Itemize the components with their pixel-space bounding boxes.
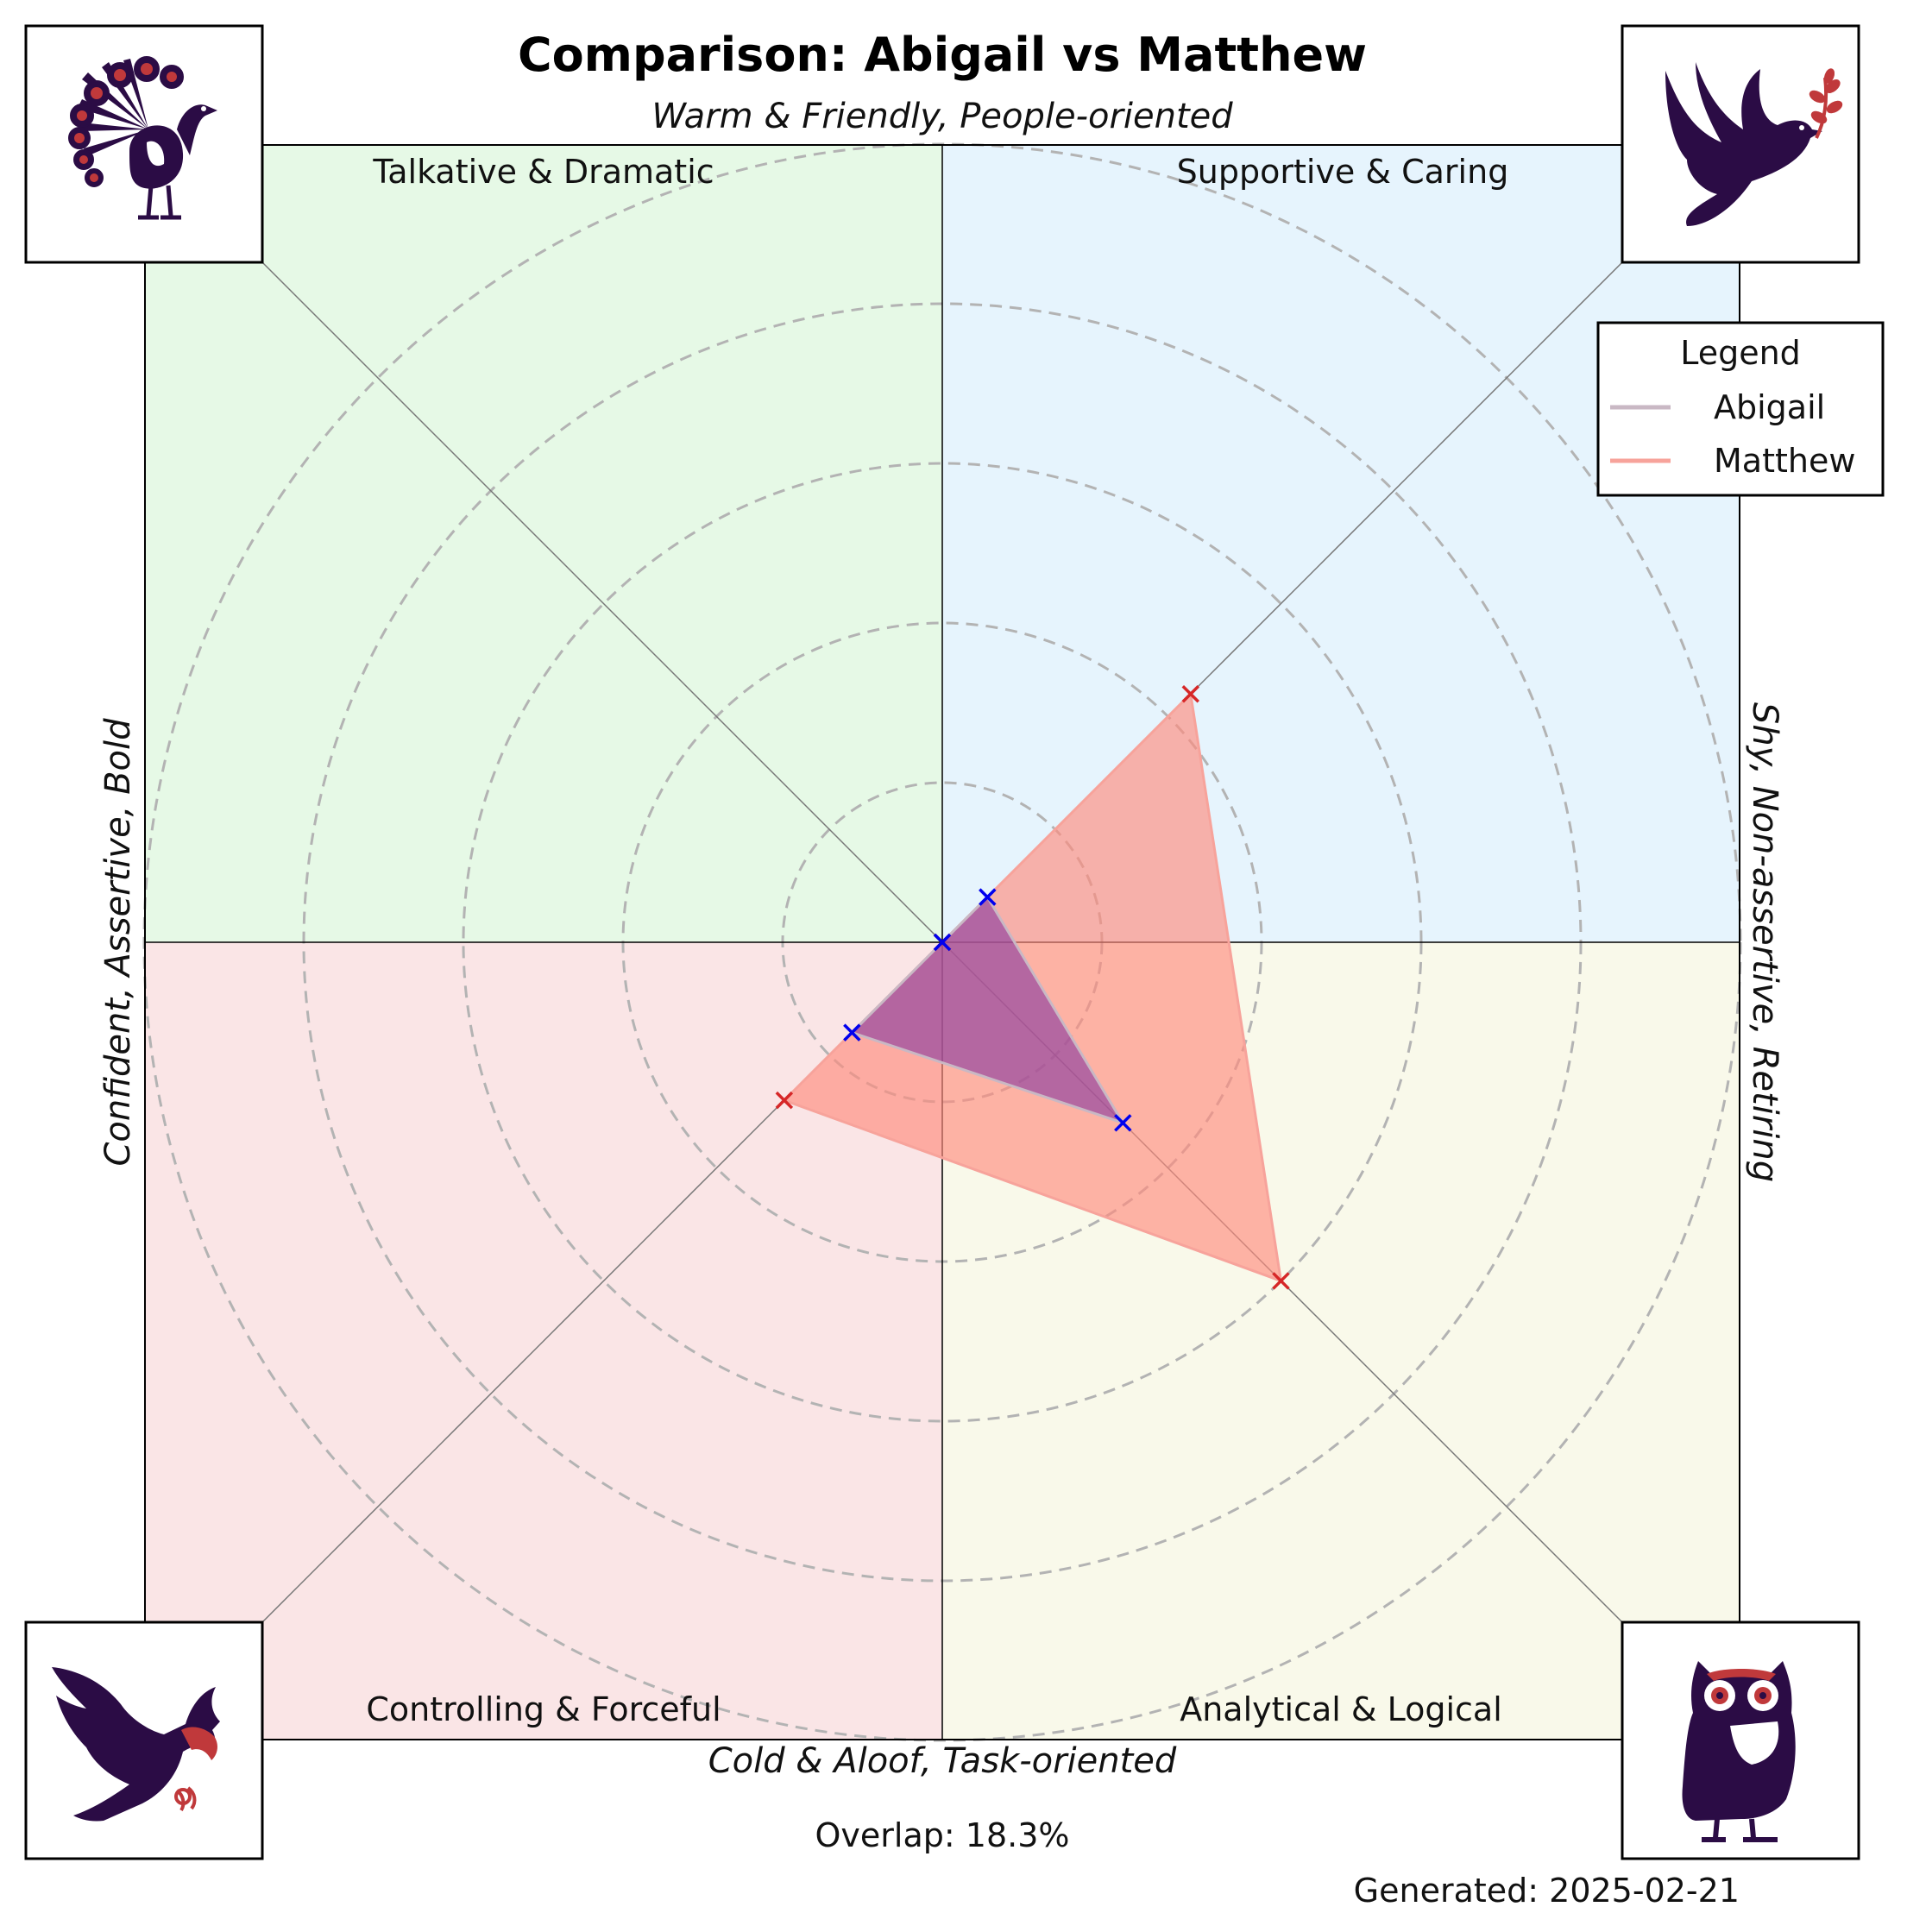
legend-label-matthew: Matthew <box>1714 442 1855 480</box>
owl-icon <box>1682 1661 1796 1842</box>
legend-title: Legend <box>1680 334 1801 372</box>
point-matthew-0 <box>1181 684 1200 703</box>
marker-layer <box>775 684 1290 1290</box>
eagle-icon <box>52 1667 220 1822</box>
point-abigail-3 <box>933 933 952 952</box>
quadrant-label-controlling: Controlling & Forceful <box>366 1690 721 1728</box>
axis-label-left: Confident, Assertive, Bold <box>98 718 138 1167</box>
generated-label: Generated: 2025-02-21 <box>1354 1872 1740 1910</box>
point-matthew-1 <box>1272 1272 1290 1290</box>
legend: Legend Abigail Matthew <box>1596 321 1885 497</box>
quadrant-label-talkative: Talkative & Dramatic <box>372 153 714 191</box>
quadrant-label-analytical: Analytical & Logical <box>1180 1690 1502 1728</box>
dove-icon-box <box>1621 24 1860 264</box>
legend-label-abigail: Abigail <box>1714 388 1825 426</box>
series-layer <box>782 691 1283 1283</box>
dove-icon <box>1665 62 1843 226</box>
eagle-icon-box <box>24 1620 264 1860</box>
overlap-label: Overlap: 18.3% <box>815 1816 1070 1854</box>
point-abigail-1 <box>1114 1114 1132 1132</box>
plot-border <box>144 144 1740 1740</box>
peacock-icon-box <box>24 24 264 264</box>
point-abigail-2 <box>843 1023 861 1042</box>
peacock-icon <box>68 56 217 220</box>
axis-talkative <box>261 261 943 943</box>
axis-label-top: Warm & Friendly, People-oriented <box>651 97 1233 136</box>
quadrant-label-supportive: Supportive & Caring <box>1177 153 1509 191</box>
point-abigail-0 <box>979 888 997 906</box>
axis-label-bottom: Cold & Aloof, Task-oriented <box>708 1741 1177 1781</box>
axis-label-right: Shy, Non-assertive, Retiring <box>1745 702 1784 1182</box>
point-matthew-2 <box>775 1091 794 1110</box>
owl-icon-box <box>1621 1620 1860 1860</box>
chart-title: Comparison: Abigail vs Matthew <box>518 28 1367 82</box>
